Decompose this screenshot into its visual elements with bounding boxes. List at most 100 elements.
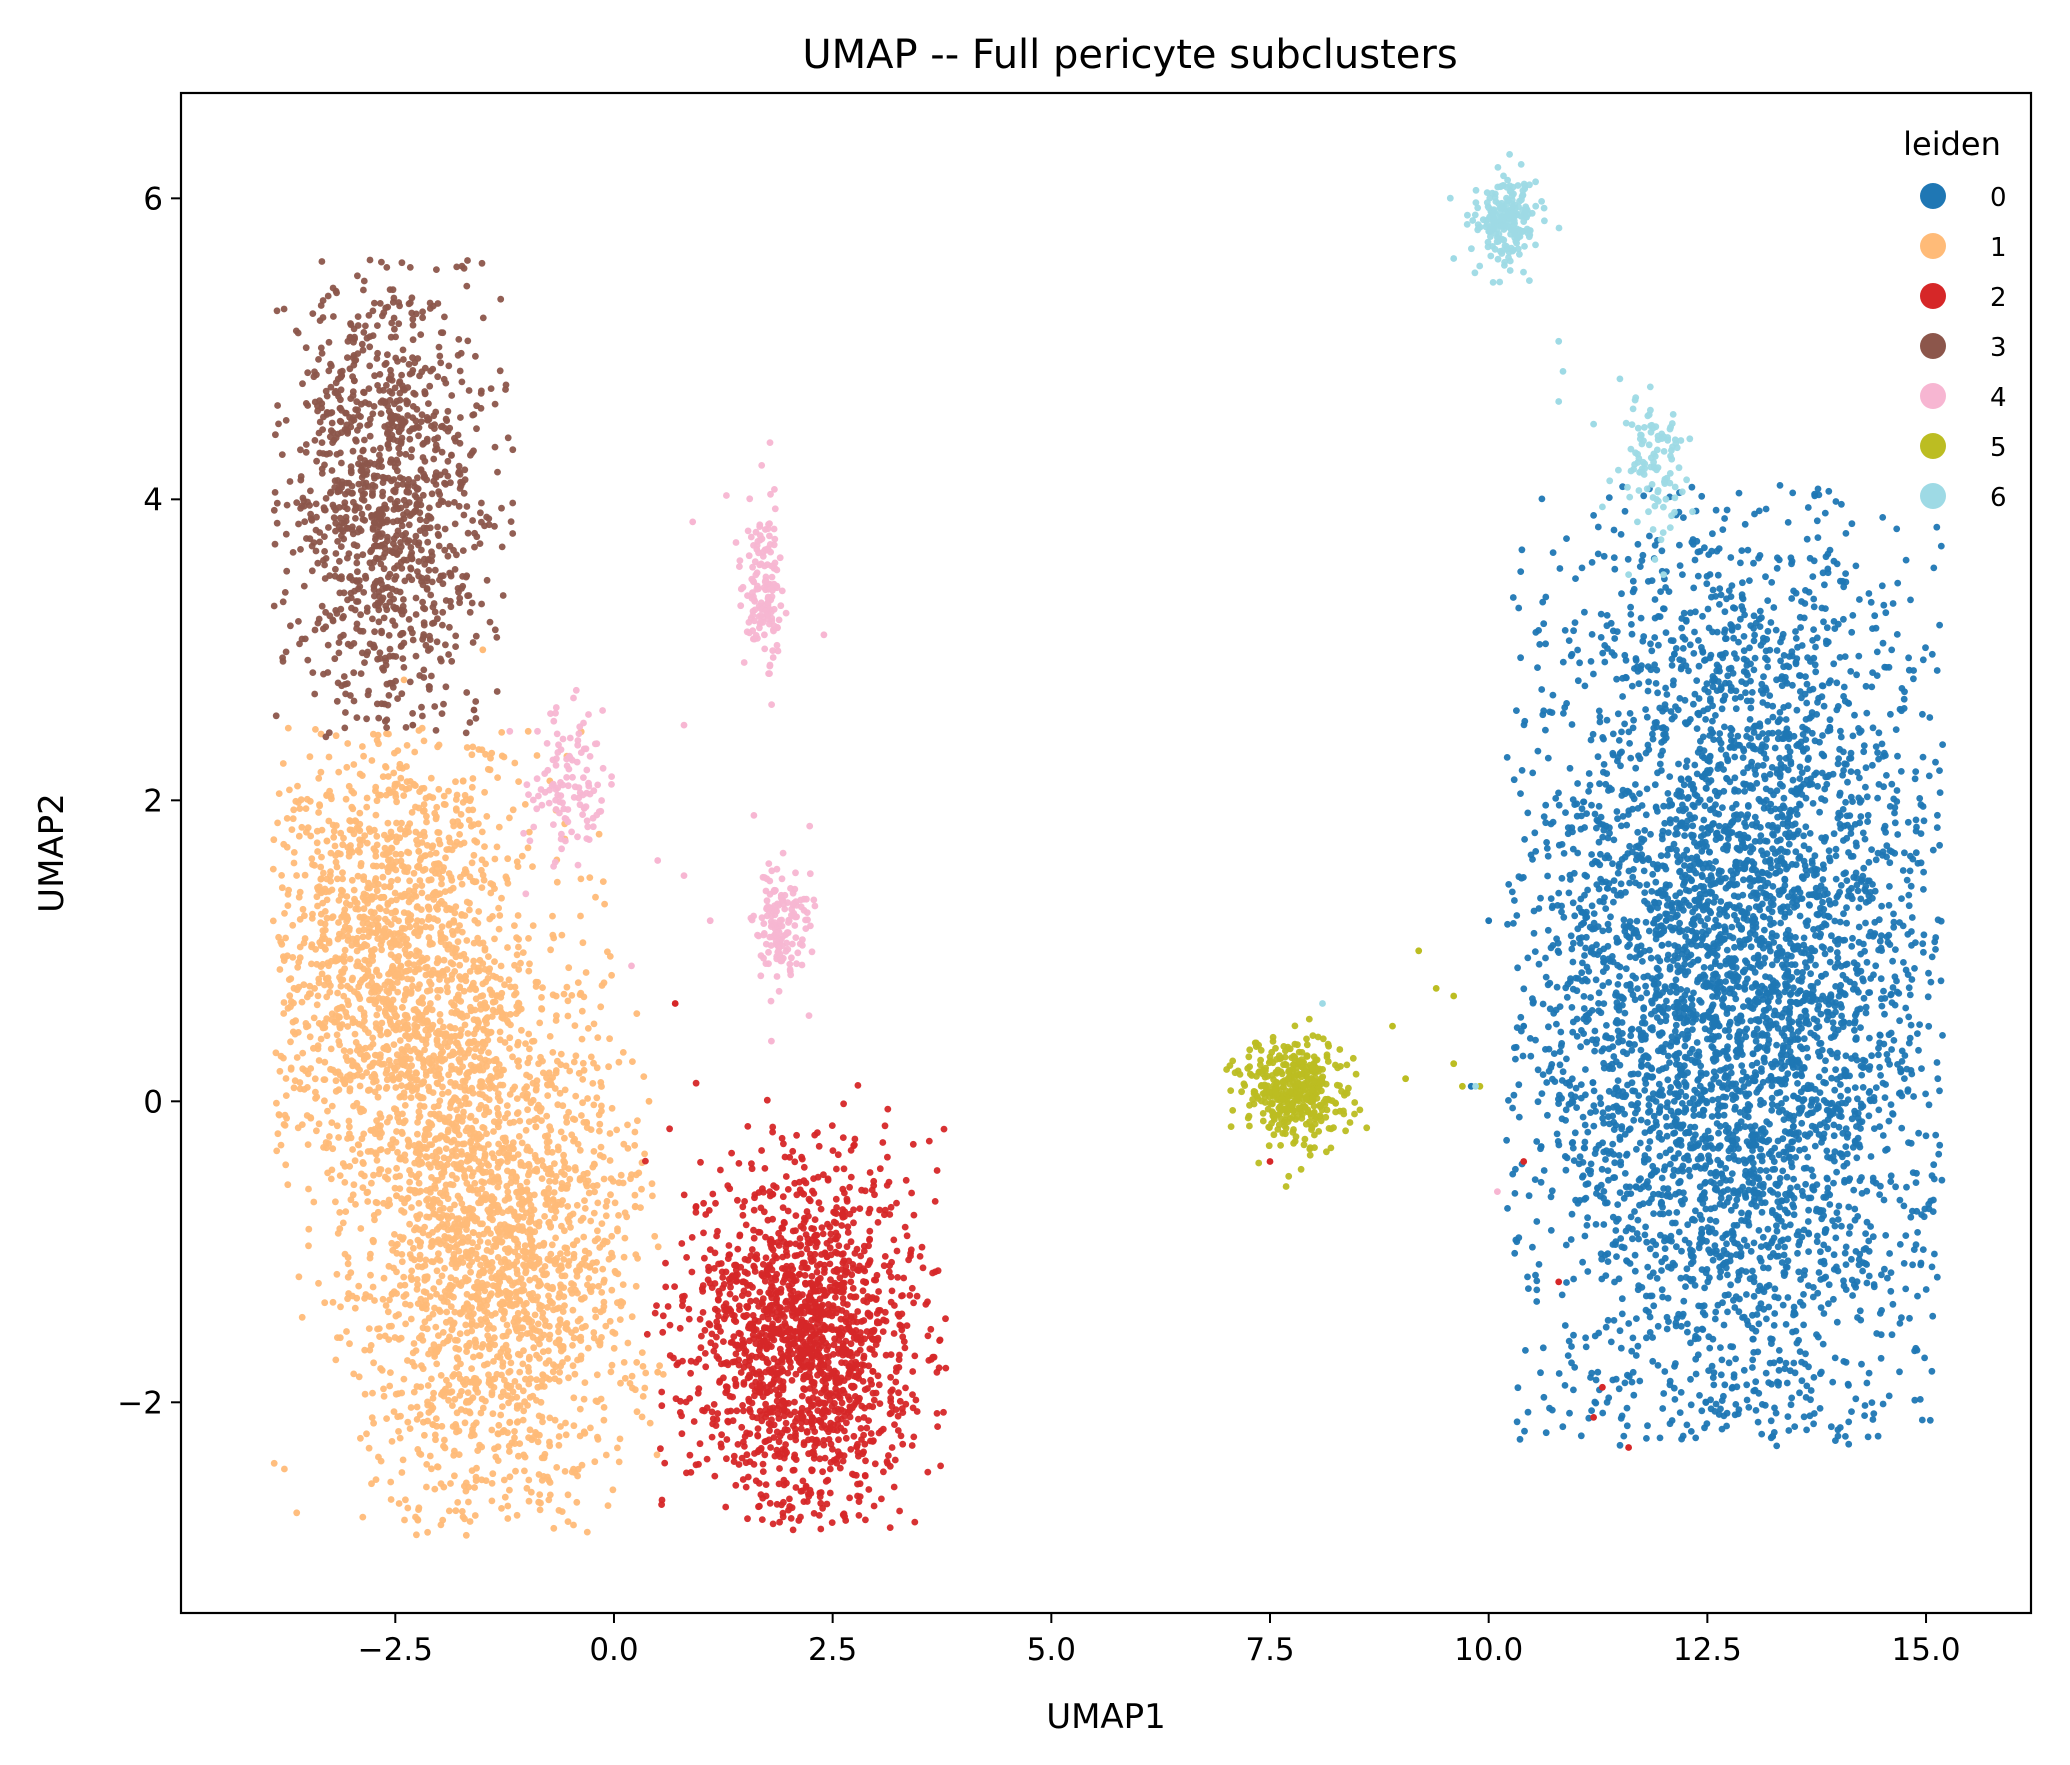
data-point	[1544, 926, 1552, 934]
data-point	[1668, 662, 1676, 669]
data-point	[1911, 965, 1918, 972]
data-point	[1798, 1377, 1806, 1385]
data-point	[1830, 1132, 1838, 1140]
data-point	[1765, 871, 1773, 879]
data-point	[1570, 1275, 1577, 1283]
data-point	[1648, 1292, 1656, 1300]
data-point	[1807, 1102, 1815, 1109]
data-point	[1814, 782, 1821, 790]
data-point	[1687, 1144, 1694, 1152]
data-point	[1692, 1332, 1699, 1340]
data-point	[1785, 1154, 1793, 1162]
data-point	[1812, 769, 1820, 777]
data-point	[1832, 1008, 1839, 1016]
data-point	[1605, 1113, 1612, 1121]
data-point	[1816, 1040, 1823, 1047]
data-point	[1736, 1040, 1744, 1047]
data-point	[1641, 889, 1649, 896]
data-point	[1734, 1188, 1741, 1196]
data-point	[1824, 1245, 1832, 1253]
data-point	[1579, 1258, 1586, 1266]
data-point	[1663, 997, 1670, 1005]
data-point	[1755, 795, 1763, 803]
data-point	[1749, 1364, 1756, 1371]
data-point	[1819, 898, 1826, 906]
data-point	[1725, 587, 1733, 594]
data-point	[1807, 1029, 1815, 1037]
data-point	[1805, 1206, 1812, 1214]
data-point	[1798, 769, 1806, 776]
data-point	[1695, 709, 1702, 717]
data-point	[1740, 1003, 1747, 1010]
data-point	[1803, 776, 1811, 784]
data-point	[1755, 733, 1763, 741]
data-point	[1763, 1047, 1771, 1054]
data-point	[1790, 1211, 1798, 1219]
data-point	[1641, 897, 1648, 905]
data-point	[1618, 1243, 1626, 1251]
data-point	[1755, 1287, 1762, 1295]
data-point	[1787, 989, 1795, 997]
data-point	[1658, 942, 1666, 949]
data-point	[1550, 1050, 1558, 1057]
data-point	[1712, 836, 1720, 843]
data-point	[1690, 1106, 1698, 1113]
data-point	[1758, 614, 1765, 622]
data-point	[1843, 919, 1850, 927]
data-point	[1794, 1095, 1802, 1102]
data-point	[1612, 1019, 1620, 1026]
data-point	[1928, 1172, 1936, 1180]
data-point	[1758, 1401, 1766, 1408]
data-point	[1864, 811, 1872, 819]
data-point	[1829, 1217, 1836, 1225]
data-point	[1692, 1355, 1700, 1363]
data-point	[1914, 1292, 1921, 1300]
data-point	[1727, 1206, 1735, 1214]
data-point	[1829, 1019, 1837, 1026]
data-point	[1663, 1132, 1671, 1140]
data-point	[1704, 605, 1712, 613]
data-point	[1658, 1286, 1666, 1294]
data-point	[1789, 489, 1797, 497]
data-point	[1733, 1196, 1741, 1204]
data-point	[1702, 942, 1710, 950]
data-point	[1902, 556, 1910, 564]
data-point	[1852, 1395, 1860, 1403]
data-point	[1725, 1129, 1733, 1137]
data-point	[1718, 1397, 1726, 1404]
data-point	[1924, 993, 1932, 1001]
data-point	[1686, 1275, 1693, 1283]
data-point	[1587, 658, 1595, 665]
data-point	[1842, 1433, 1849, 1440]
data-point	[1722, 751, 1730, 759]
data-point	[1744, 811, 1752, 819]
data-point	[1882, 609, 1890, 617]
data-point	[1703, 580, 1711, 588]
data-point	[1647, 640, 1654, 648]
data-point	[1770, 939, 1778, 946]
data-point	[373, 832, 381, 840]
data-point	[1925, 772, 1933, 780]
data-point	[1926, 714, 1934, 721]
data-point	[1598, 1165, 1606, 1173]
data-point	[1690, 700, 1697, 708]
data-point	[1712, 801, 1719, 808]
data-point	[1922, 644, 1929, 652]
data-point	[1876, 937, 1884, 945]
data-point	[1764, 1225, 1772, 1233]
data-point	[1605, 854, 1613, 862]
data-point	[1732, 995, 1740, 1003]
data-point	[1763, 1315, 1770, 1323]
data-point	[1537, 1369, 1544, 1377]
data-point	[1604, 1258, 1612, 1265]
data-point	[1806, 830, 1814, 837]
data-point	[1813, 1207, 1820, 1215]
data-point	[1725, 1359, 1733, 1367]
data-point	[1862, 1230, 1869, 1237]
data-point	[1809, 1172, 1817, 1180]
data-point	[1576, 659, 1583, 667]
data-point	[1745, 1209, 1752, 1217]
data-point	[1875, 1051, 1882, 1059]
data-point	[1860, 977, 1867, 985]
data-point	[1763, 1118, 1771, 1126]
